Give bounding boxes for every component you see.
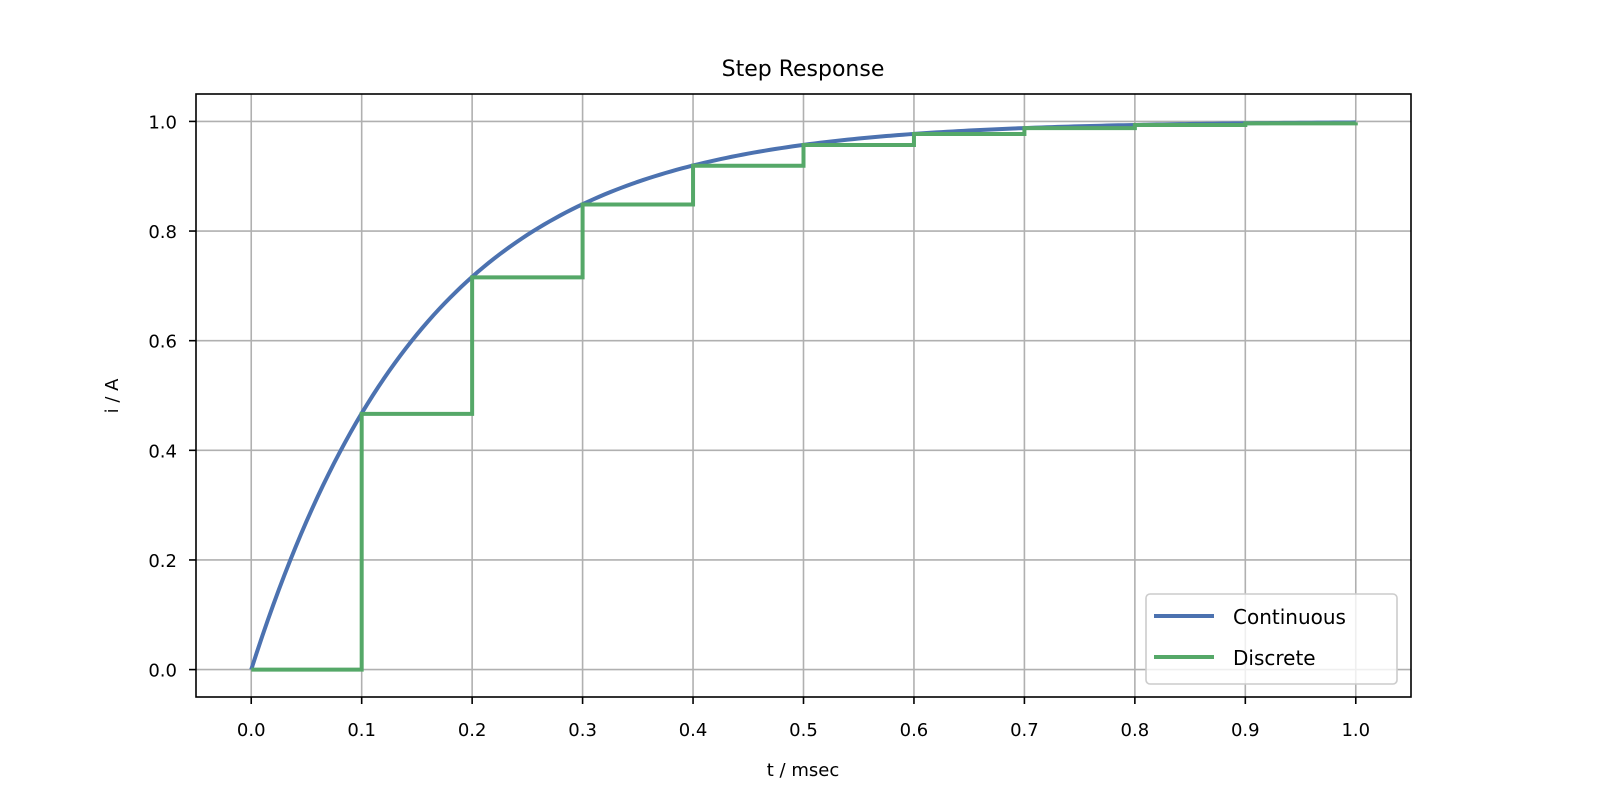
x-tick-label: 0.2 [458, 720, 487, 741]
y-tick-label: 1.0 [148, 112, 177, 133]
axis-ticks: 0.0 0.1 0.2 0.3 0.4 0.5 0.6 0.7 0.8 0.9 1.0 0.0 0.2 0… [148, 112, 1370, 741]
x-tick-label: 0.9 [1231, 720, 1260, 741]
x-tick-label: 0.7 [1010, 720, 1039, 741]
legend: Continuous Discrete [1145, 593, 1398, 685]
x-tick-label: 0.0 [237, 720, 266, 741]
y-tick-label: 0.0 [148, 661, 177, 682]
legend-label-discrete: Discrete [1233, 646, 1316, 670]
grid-lines [196, 94, 1411, 697]
y-tick-label: 0.6 [148, 332, 177, 353]
x-tick-label: 0.1 [347, 720, 376, 741]
x-tick-label: 0.8 [1121, 720, 1150, 741]
x-tick-label: 0.4 [679, 720, 708, 741]
x-tick-label: 1.0 [1341, 720, 1370, 741]
data-series [249, 120, 1358, 672]
y-tick-label: 0.4 [148, 441, 177, 462]
legend-label-continuous: Continuous [1233, 605, 1346, 629]
x-axis-label: t / msec [767, 760, 839, 781]
x-tick-label: 0.5 [789, 720, 818, 741]
series-discrete [251, 121, 1358, 672]
y-axis-label: i / A [102, 378, 123, 414]
x-tick-label: 0.6 [900, 720, 929, 741]
y-tick-label: 0.8 [148, 222, 177, 243]
chart-title: Step Response [722, 57, 885, 82]
x-tick-label: 0.3 [568, 720, 597, 741]
y-tick-label: 0.2 [148, 551, 177, 572]
